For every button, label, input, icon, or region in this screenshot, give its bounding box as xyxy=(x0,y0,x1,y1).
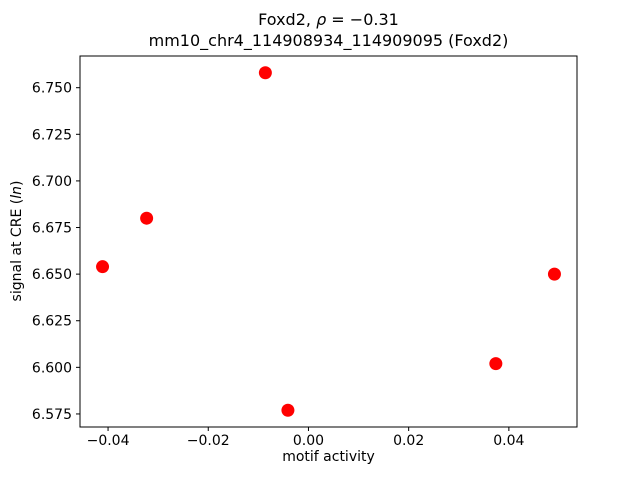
y-axis-ticks: 6.575 6.600 6.625 6.650 6.675 6.700 6.725 6.750 xyxy=(32,81,80,423)
data-point xyxy=(281,403,295,417)
x-tick-label: −0.02 xyxy=(187,433,230,449)
data-point xyxy=(140,211,154,225)
data-point xyxy=(258,66,272,80)
scatter-points xyxy=(96,66,561,417)
data-point xyxy=(96,260,110,274)
y-tick-label: 6.625 xyxy=(32,314,72,330)
chart-title-prefix: Foxd2, xyxy=(258,10,317,29)
chart-title-rho: ρ xyxy=(316,10,327,29)
plot-spines xyxy=(79,55,578,428)
x-tick-label: 0.00 xyxy=(293,433,324,449)
y-tick-label: 6.650 xyxy=(32,267,72,283)
x-tick-label: 0.04 xyxy=(493,433,524,449)
y-tick-label: 6.725 xyxy=(32,127,72,143)
x-axis-ticks: −0.04 −0.02 0.00 0.02 0.04 xyxy=(87,427,525,449)
y-tick-label: 6.750 xyxy=(32,81,72,97)
chart-subtitle: mm10_chr4_114908934_114909095 (Foxd2) xyxy=(148,31,509,50)
x-tick-label: 0.02 xyxy=(393,433,424,449)
y-tick-label: 6.675 xyxy=(32,221,72,237)
y-tick-label: 6.575 xyxy=(32,407,72,423)
data-point xyxy=(489,357,503,371)
y-tick-label: 6.700 xyxy=(32,174,72,190)
x-axis-label: motif activity xyxy=(282,449,375,465)
y-tick-label: 6.600 xyxy=(32,360,72,376)
chart-title: Foxd2, ρ = −0.31 xyxy=(80,9,577,30)
plot-frame xyxy=(79,55,578,428)
chart-title-block: Foxd2, ρ = −0.31 mm10_chr4_114908934_114… xyxy=(80,9,577,51)
chart-title-suffix: = −0.31 xyxy=(326,10,399,29)
data-point xyxy=(547,267,561,281)
x-tick-label: −0.04 xyxy=(87,433,130,449)
